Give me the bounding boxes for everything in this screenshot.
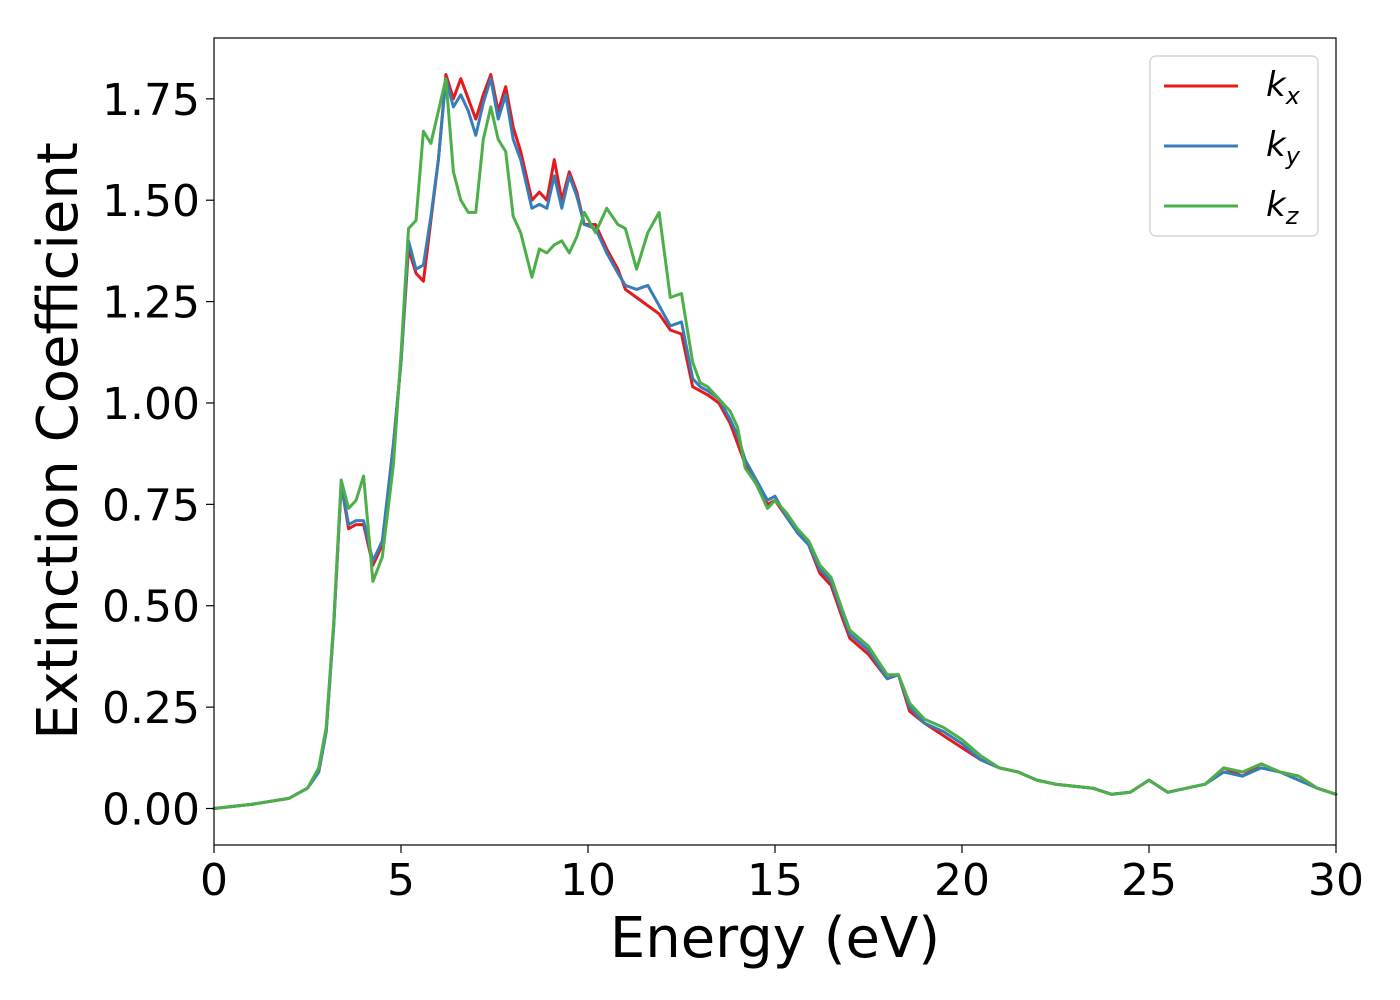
x-tick-label: 25	[1121, 855, 1177, 906]
y-axis-ticks: 0.00 0.25 0.50 0.75 1.00 1.25 1.50 1.75	[102, 75, 214, 836]
y-axis-label: Extinction Coefficient	[26, 142, 91, 740]
legend: kx ky kz	[1149, 55, 1319, 237]
y-tick-label: 1.00	[102, 379, 200, 430]
y-tick-label: 0.25	[102, 683, 200, 734]
x-tick-label: 10	[560, 855, 616, 906]
x-tick-label: 0	[200, 855, 228, 906]
y-tick-label: 0.00	[102, 785, 200, 836]
y-tick-label: 1.50	[102, 176, 200, 227]
legend-label-ky: ky	[1266, 125, 1301, 170]
x-tick-label: 30	[1308, 855, 1364, 906]
x-axis-label: Energy (eV)	[610, 906, 940, 971]
y-tick-label: 1.75	[102, 75, 200, 126]
y-tick-label: 0.50	[102, 582, 200, 633]
y-tick-label: 1.25	[102, 278, 200, 329]
x-tick-label: 5	[387, 855, 415, 906]
x-tick-label: 20	[934, 855, 990, 906]
series-line-kz	[212, 77, 1338, 810]
series-layer	[212, 73, 1338, 810]
legend-label-kz: kz	[1266, 185, 1300, 230]
y-tick-label: 0.75	[102, 480, 200, 531]
x-tick-label: 15	[747, 855, 803, 906]
legend-label-kx: kx	[1266, 65, 1301, 110]
x-axis-ticks: 0 5 10 15 20 25 30	[200, 845, 1364, 906]
